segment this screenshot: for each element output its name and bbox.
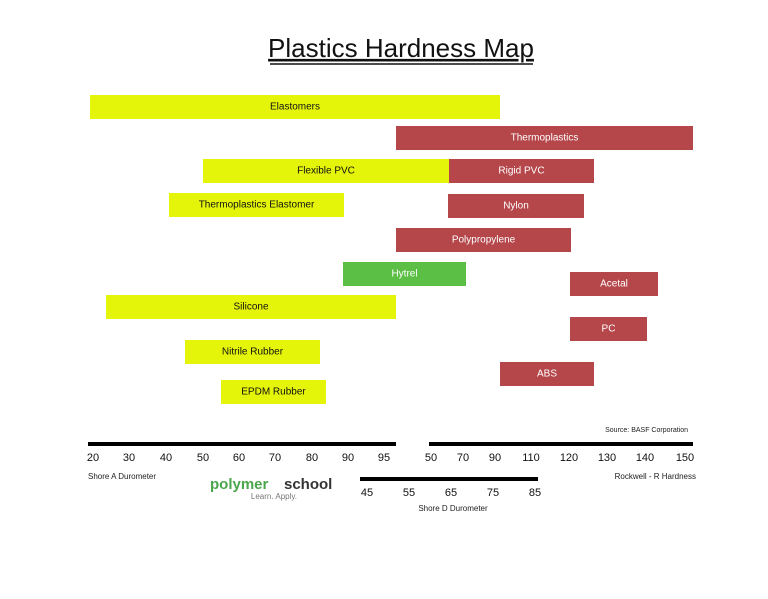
range-bar [570, 272, 658, 296]
bar-label: Elastomers [270, 102, 320, 113]
bar-label: Thermoplastics [511, 133, 579, 144]
chart-title: Plastics Hardness Map [268, 33, 534, 63]
bar-label: PC [602, 324, 616, 335]
tick-label: 90 [489, 452, 501, 464]
bar-label: Silicone [233, 302, 268, 313]
tick-label: 85 [529, 487, 541, 499]
range-bar [570, 317, 647, 341]
axis-title: Shore A Durometer [88, 472, 156, 481]
bar-label: Nylon [503, 201, 529, 212]
tick-label: 55 [403, 487, 415, 499]
tick-label: 110 [522, 452, 540, 464]
bar-label: Rigid PVC [498, 166, 544, 177]
tick-label: 50 [197, 452, 209, 464]
range-bar [396, 126, 693, 150]
tick-label: 40 [160, 452, 172, 464]
bar-label: ABS [537, 369, 557, 380]
range-bar [221, 380, 326, 404]
tick-label: 150 [676, 452, 694, 464]
tick-label: 20 [87, 452, 99, 464]
logo-word: school [284, 476, 332, 493]
tick-label: 90 [342, 452, 354, 464]
axis-title: Shore D Durometer [418, 504, 488, 513]
tick-label: 65 [445, 487, 457, 499]
range-bar [90, 95, 500, 119]
bar-label: Acetal [600, 279, 628, 290]
bar-label: Flexible PVC [297, 166, 355, 177]
tick-label: 95 [378, 452, 390, 464]
axis-title: Rockwell - R Hardness [615, 472, 696, 481]
tick-label: 75 [487, 487, 499, 499]
range-bar [500, 362, 594, 386]
range-bar [185, 340, 320, 364]
bar-label: EPDM Rubber [241, 387, 306, 398]
tick-label: 140 [636, 452, 654, 464]
tick-label: 30 [123, 452, 135, 464]
range-bar [343, 262, 466, 286]
range-bar [448, 194, 584, 218]
tick-label: 70 [457, 452, 469, 464]
range-bar [106, 295, 396, 319]
logo-tagline: Learn. Apply. [251, 492, 297, 501]
tick-label: 70 [269, 452, 281, 464]
tick-label: 120 [560, 452, 578, 464]
tick-label: 80 [306, 452, 318, 464]
range-bar [449, 159, 594, 183]
bar-label: Polypropylene [452, 235, 516, 246]
tick-label: 130 [598, 452, 616, 464]
logo-word: polymer [210, 476, 269, 493]
range-bar [169, 193, 344, 217]
bar-label: Nitrile Rubber [222, 347, 284, 358]
bar-label: Hytrel [391, 269, 417, 280]
tick-label: 60 [233, 452, 245, 464]
tick-label: 45 [361, 487, 373, 499]
range-bar [203, 159, 449, 183]
tick-label: 50 [425, 452, 437, 464]
source-note: Source: BASF Corporation [605, 427, 688, 434]
range-bar [396, 228, 571, 252]
bar-label: Thermoplastics Elastomer [199, 200, 315, 211]
